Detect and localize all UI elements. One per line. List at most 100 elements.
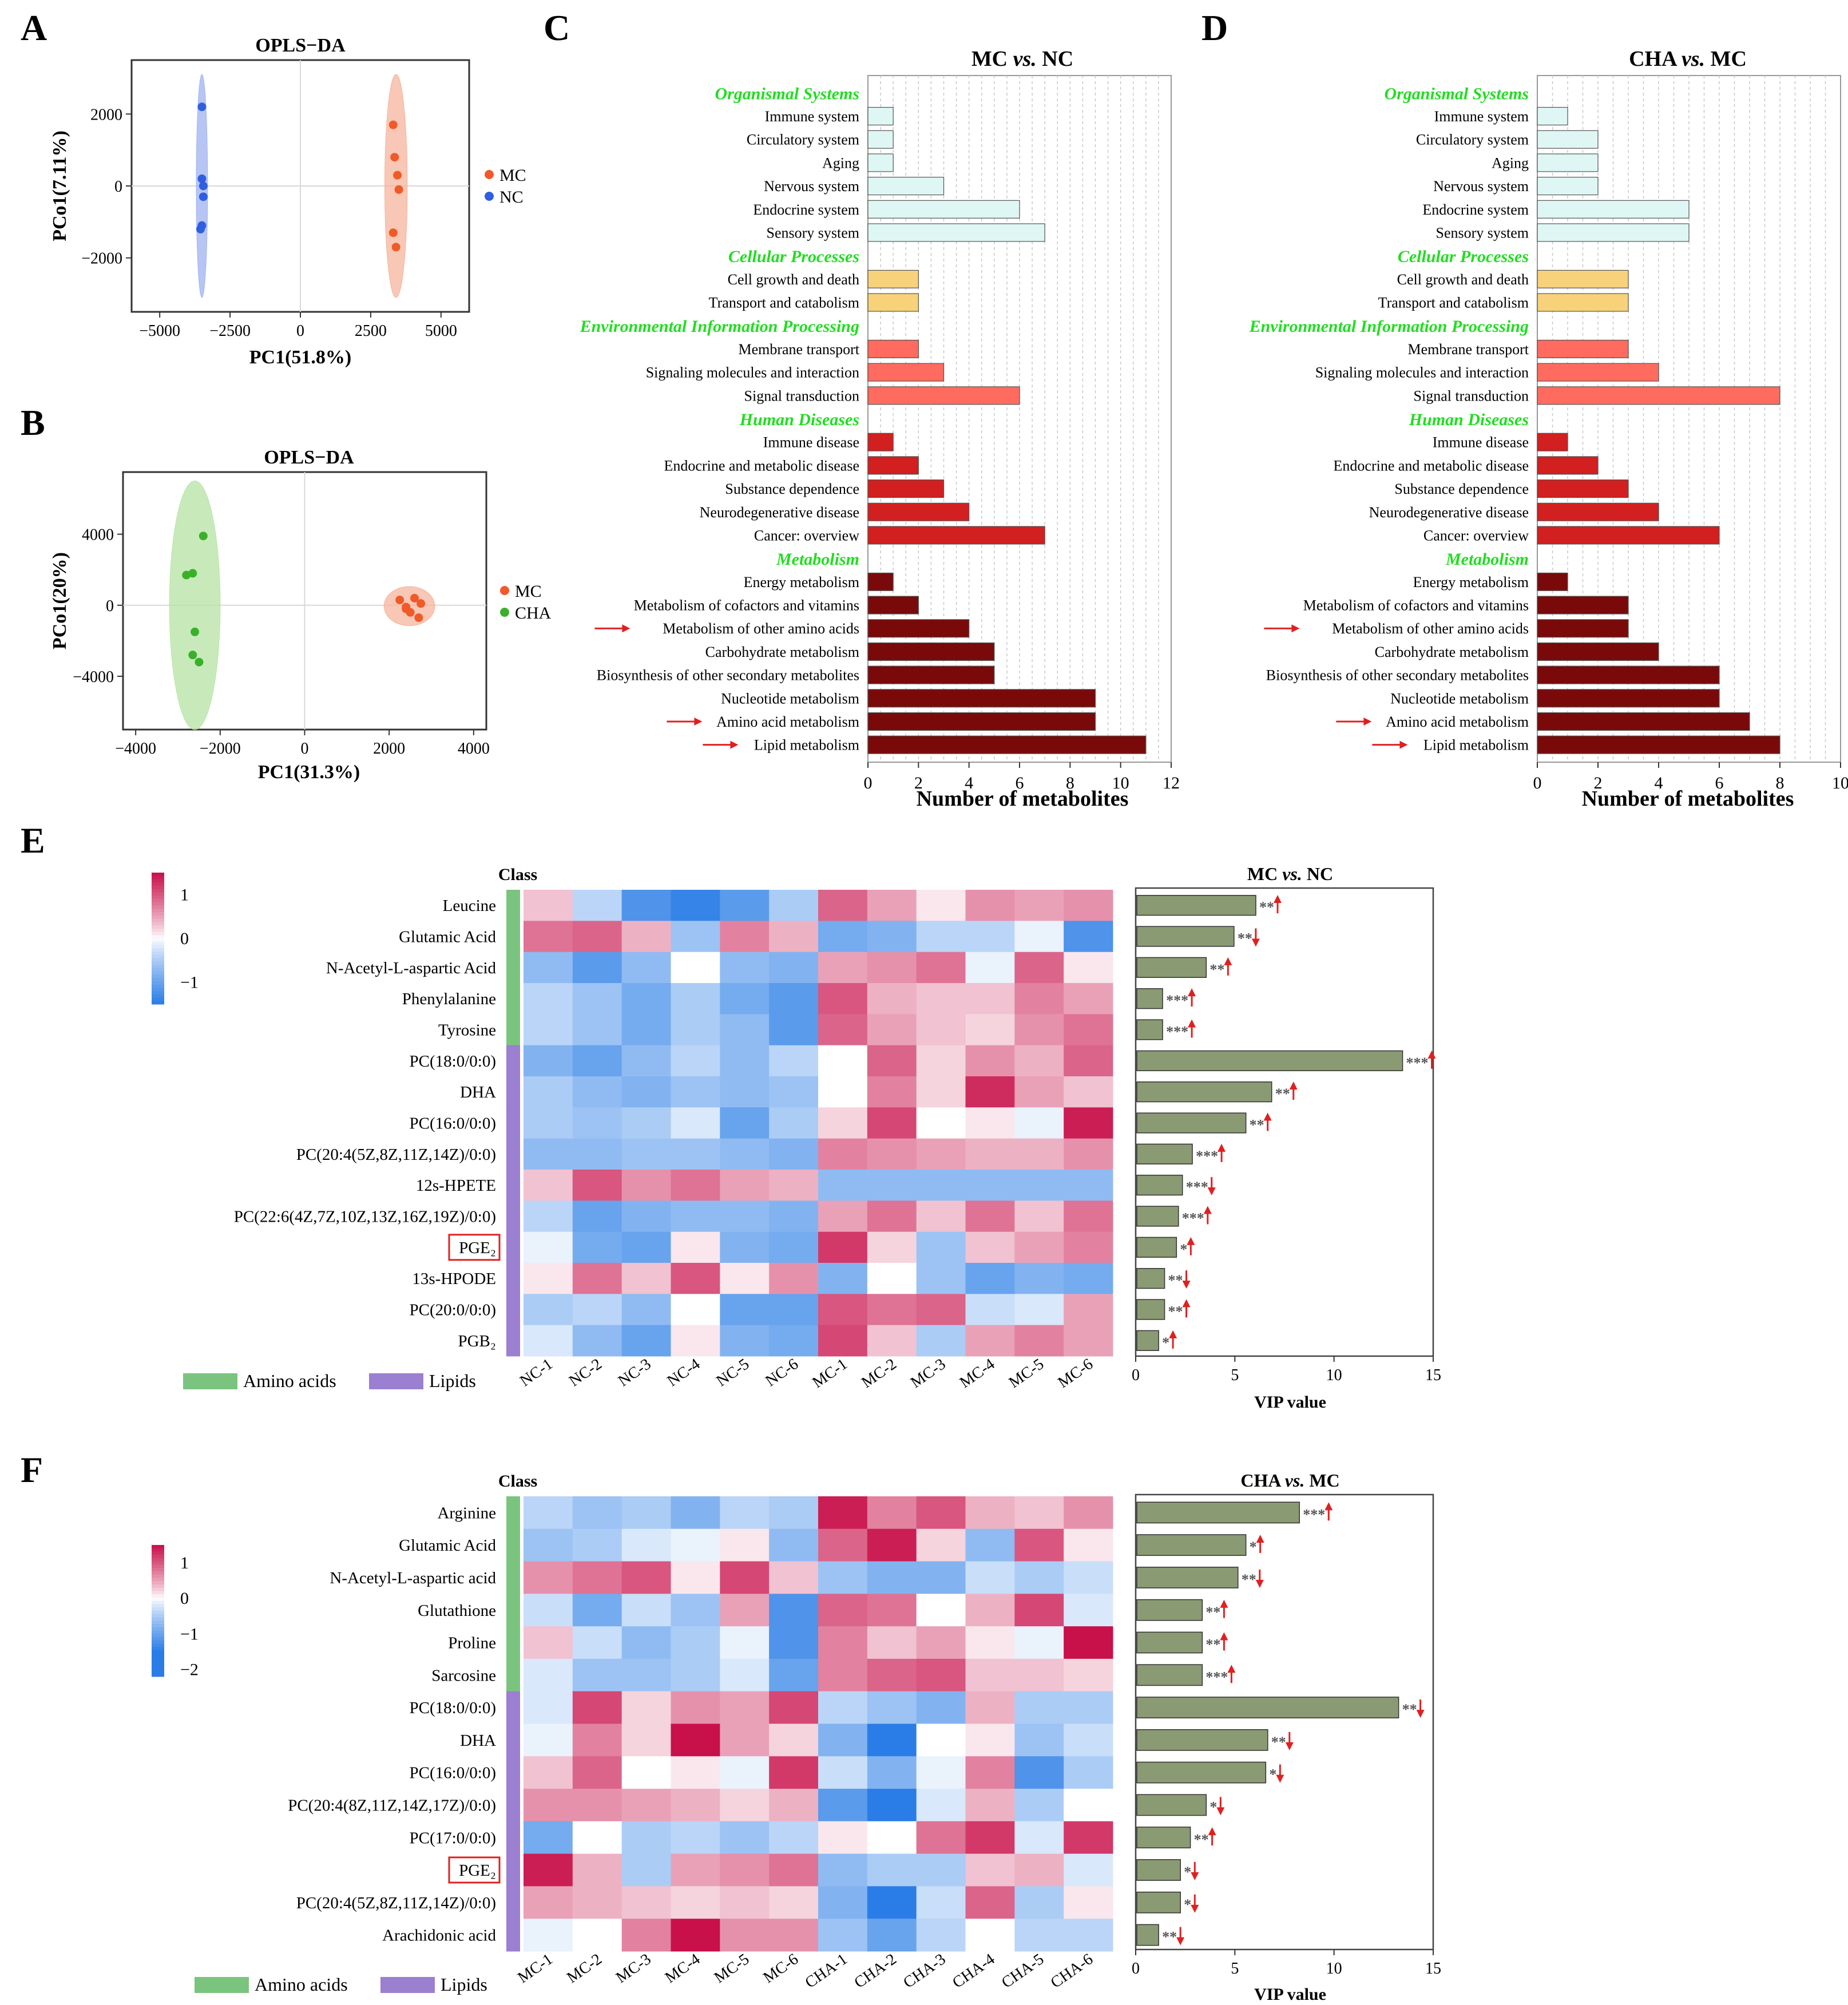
y-tick-label: 2000 [90, 106, 122, 124]
heatmap-cell [916, 1231, 966, 1263]
colorbar-segment [152, 886, 164, 890]
heatmap-cell [1014, 1658, 1064, 1692]
heatmap-cell [818, 1853, 868, 1887]
heatmap-cell [572, 1723, 622, 1757]
heatmap-cell [1014, 983, 1064, 1015]
legend-marker-mc [485, 170, 494, 179]
bar-label: Transport and catabolism [1378, 295, 1529, 311]
heatmap-cell [671, 1821, 720, 1855]
heatmap-cell [1064, 1853, 1113, 1887]
bar-human [867, 480, 945, 498]
bar-label: Biosynthesis of other secondary metaboli… [1266, 667, 1529, 684]
panel-a-scatter: OPLS−DA −5000 −2500 0 2500 5000 2000 0 −2000 PC… [49, 35, 526, 368]
category-header: Metabolism [1445, 550, 1529, 569]
heatmap-cell [769, 1919, 819, 1952]
legend-label-nc: NC [499, 188, 524, 207]
heatmap-cell [818, 1821, 868, 1855]
panel-f-class-title: Class [498, 1472, 537, 1491]
y-tick-label: 0 [106, 597, 114, 615]
scatter-point-mc [388, 228, 398, 237]
colorbar-segment [152, 997, 164, 1001]
colorbar-segment [152, 1640, 164, 1644]
colorbar-tick-label: 0 [180, 929, 189, 948]
class-strip-lipid [506, 1723, 520, 1757]
heatmap-cell [818, 1231, 868, 1263]
colorbar-segment [152, 1627, 164, 1631]
vip-bar [1136, 1050, 1403, 1071]
colorbar-segment [152, 978, 164, 982]
class-strip-lipid [506, 1294, 520, 1326]
red-arrow-head [622, 624, 630, 633]
heatmap-cell [524, 983, 573, 1015]
bar-metabolism [867, 735, 1147, 754]
row-label: PGB₂ [458, 1332, 496, 1350]
heatmap-cell [916, 1853, 966, 1887]
significance-stars: ** [1168, 1272, 1183, 1289]
bar-label: Cell growth and death [728, 271, 859, 288]
colorbar-segment [152, 935, 164, 939]
colorbar-segment [152, 1607, 164, 1611]
x-tick-label: 6 [1715, 774, 1724, 793]
bar-label: Signal transduction [1414, 387, 1529, 404]
heatmap-cell [916, 1626, 966, 1659]
heatmap-cell [867, 1561, 917, 1594]
heatmap-cell [769, 1200, 819, 1233]
bar-metabolism [1537, 642, 1659, 661]
panel-e-cells [524, 890, 1113, 1357]
heatmap-cell [818, 1528, 868, 1562]
heatmap-cell [524, 1919, 573, 1952]
row-label: Glutathione [418, 1602, 496, 1620]
heatmap-cell [524, 1853, 573, 1887]
scatter-point-cha [191, 627, 200, 636]
panel-a-legend: MC NC [485, 166, 526, 207]
row-label: DHA [460, 1083, 496, 1101]
vip-tick-label: 10 [1326, 1960, 1342, 1978]
x-tick-label: 0 [301, 740, 309, 758]
panel-e-vip-bars: ********************************** [1136, 895, 1436, 1351]
heatmap-cell [671, 1594, 720, 1627]
colorbar-segment [152, 1630, 164, 1634]
heatmap-cell [867, 952, 917, 984]
colorbar-segment [152, 895, 164, 900]
class-strip-lipid [506, 1789, 520, 1822]
colorbar-segment [152, 1574, 164, 1578]
colorbar-segment [152, 925, 164, 929]
colorbar-segment [152, 879, 164, 883]
x-tick-label: 4 [965, 774, 973, 793]
colorbar-segment [152, 912, 164, 916]
heatmap-cell [965, 1107, 1015, 1139]
colorbar-segment [152, 922, 164, 926]
colorbar-segment [152, 1614, 164, 1618]
legend-label-mc: MC [515, 582, 542, 601]
significance-stars: ** [1242, 1571, 1256, 1588]
up-arrow-head [1208, 1827, 1216, 1836]
category-header: Cellular Processes [728, 247, 859, 266]
heatmap-cell [916, 921, 966, 953]
significance-stars: ** [1238, 930, 1252, 947]
bar-label: Circulatory system [1416, 132, 1529, 148]
heatmap-cell [671, 1263, 720, 1294]
vip-bar [1136, 1599, 1203, 1621]
heatmap-cell [916, 1170, 966, 1201]
heatmap-cell [572, 1076, 622, 1108]
bar-human [1537, 502, 1659, 521]
bar-environmental [867, 339, 919, 358]
heatmap-cell [769, 1658, 819, 1692]
panel-label-E: E [21, 820, 45, 861]
heatmap-cell [621, 921, 671, 953]
panel-f-vip-title-part: vs. [1285, 1470, 1305, 1491]
heatmap-cell [1014, 1886, 1064, 1919]
vip-tick-label: 0 [1132, 1366, 1140, 1384]
heatmap-cell [965, 1200, 1015, 1233]
panel-d-xlabel: Number of metabolites [1582, 787, 1794, 811]
heatmap-cell [818, 1756, 868, 1789]
heatmap-cell [572, 1200, 622, 1233]
heatmap-cell [524, 1325, 573, 1357]
panel-d-title-part: vs. [1682, 47, 1705, 71]
heatmap-cell [621, 1594, 671, 1627]
bar-metabolism [867, 619, 970, 638]
heatmap-cell [1014, 921, 1064, 953]
vip-bar [1136, 1299, 1165, 1320]
heatmap-cell [671, 1691, 720, 1724]
colorbar-tick-label: −1 [180, 973, 199, 992]
